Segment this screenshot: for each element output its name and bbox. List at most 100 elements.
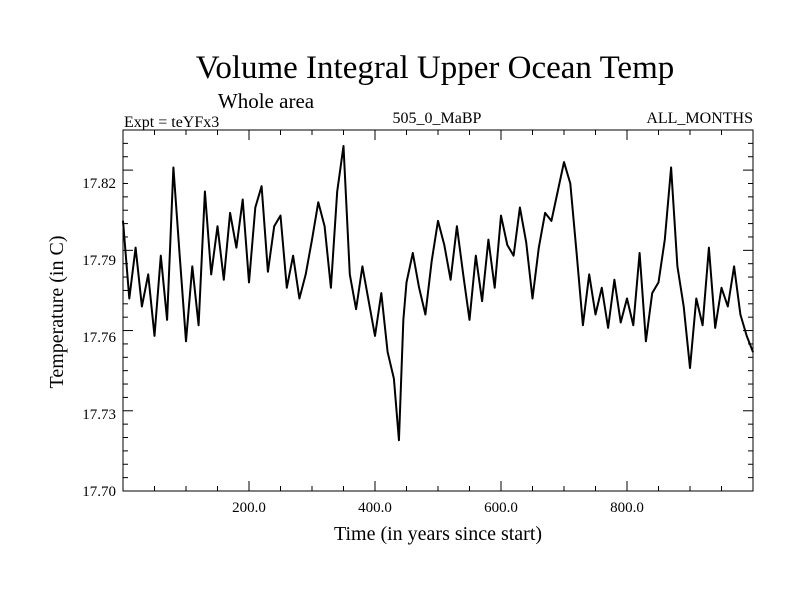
data-point xyxy=(317,201,319,203)
data-point xyxy=(216,225,219,227)
y-tick-labels: 17.70 17.73 17.76 17.79 17.82 xyxy=(82,176,116,500)
data-point xyxy=(242,198,244,201)
data-point xyxy=(374,335,376,337)
data-point xyxy=(607,327,609,329)
data-point xyxy=(613,279,616,281)
y-tick-label-17-70: 17.70 xyxy=(82,484,116,500)
data-point xyxy=(500,214,502,217)
data-point xyxy=(670,166,672,169)
data-point xyxy=(185,340,187,342)
data-point xyxy=(651,292,653,294)
x-tick-label-200: 200.0 xyxy=(232,500,266,516)
data-point xyxy=(594,313,597,316)
data-point xyxy=(204,190,206,193)
data-point xyxy=(361,265,364,268)
data-point xyxy=(292,254,294,257)
data-point xyxy=(128,297,130,300)
data-point xyxy=(494,287,496,289)
data-point xyxy=(569,182,571,185)
data-point xyxy=(620,321,622,324)
data-point xyxy=(286,287,288,289)
data-point xyxy=(248,281,250,284)
data-point xyxy=(179,254,181,257)
data-point xyxy=(336,190,338,193)
data-point xyxy=(462,273,464,276)
x-tick-label-800: 800.0 xyxy=(610,500,644,516)
data-point xyxy=(657,281,660,284)
data-point xyxy=(147,273,149,276)
data-point xyxy=(683,305,685,308)
data-point xyxy=(386,351,389,353)
data-point xyxy=(752,351,754,353)
data-point xyxy=(746,335,748,337)
data-point xyxy=(160,254,162,257)
chart-title: Volume Integral Upper Ocean Temp xyxy=(196,50,674,86)
data-point xyxy=(398,439,400,441)
data-point xyxy=(487,238,490,241)
y-tick-label-17-82: 17.82 xyxy=(82,176,116,192)
data-point xyxy=(141,305,143,308)
data-point xyxy=(664,238,666,241)
data-point xyxy=(405,281,408,284)
data-point xyxy=(701,324,704,326)
data-point xyxy=(575,252,578,254)
data-point xyxy=(531,297,534,300)
x-tick-labels: 200.0 400.0 600.0 800.0 xyxy=(232,500,644,516)
data-point xyxy=(342,145,345,147)
data-point xyxy=(449,279,452,281)
data-point xyxy=(676,265,679,268)
data-point xyxy=(172,166,175,169)
plot-frame xyxy=(122,129,754,492)
data-point xyxy=(538,246,540,249)
data-point xyxy=(134,246,137,249)
data-point xyxy=(638,252,641,254)
data-point xyxy=(197,324,200,326)
data-point xyxy=(512,254,515,257)
data-point xyxy=(210,273,212,276)
data-point xyxy=(311,238,313,241)
data-point xyxy=(393,377,395,380)
data-point xyxy=(506,244,508,246)
data-point xyxy=(191,265,193,268)
data-point xyxy=(279,214,282,217)
data-point xyxy=(645,340,647,342)
data-point xyxy=(557,190,559,193)
data-point xyxy=(368,300,370,302)
y-tick-label-17-79: 17.79 xyxy=(82,253,116,269)
data-point xyxy=(153,335,156,337)
months-label: ALL_MONTHS xyxy=(646,110,753,127)
x-tick-label-400: 400.0 xyxy=(358,500,392,516)
data-point xyxy=(431,260,433,262)
series-line-0 xyxy=(122,145,754,442)
data-point xyxy=(412,252,414,254)
data-point xyxy=(166,319,168,321)
y-axis-label: Temperature (in C) xyxy=(46,236,68,389)
x-tick-label-600: 600.0 xyxy=(484,500,518,516)
data-point xyxy=(714,327,716,329)
data-point xyxy=(254,206,256,209)
data-point xyxy=(380,292,382,294)
data-point xyxy=(582,324,584,326)
data-point xyxy=(267,271,269,273)
data-point xyxy=(323,225,326,227)
data-point xyxy=(424,313,427,316)
data-point xyxy=(122,220,124,222)
data-point xyxy=(402,319,405,321)
data-point xyxy=(468,319,471,321)
data-point xyxy=(720,287,723,289)
run-label: 505_0_MaBP xyxy=(393,110,482,127)
data-point xyxy=(355,308,357,310)
data-point xyxy=(418,287,420,289)
data-point xyxy=(437,220,439,222)
data-point xyxy=(273,225,275,227)
y-minor-ticks xyxy=(123,129,753,479)
experiment-label: Expt = teYFx3 xyxy=(124,114,219,131)
data-point xyxy=(708,246,710,249)
x-axis-label: Time (in years since start) xyxy=(334,523,542,545)
data-point xyxy=(260,185,263,187)
data-point xyxy=(733,265,735,268)
chart-subtitle: Whole area xyxy=(218,89,315,113)
data-point xyxy=(632,324,634,326)
x-minor-ticks xyxy=(154,130,722,491)
